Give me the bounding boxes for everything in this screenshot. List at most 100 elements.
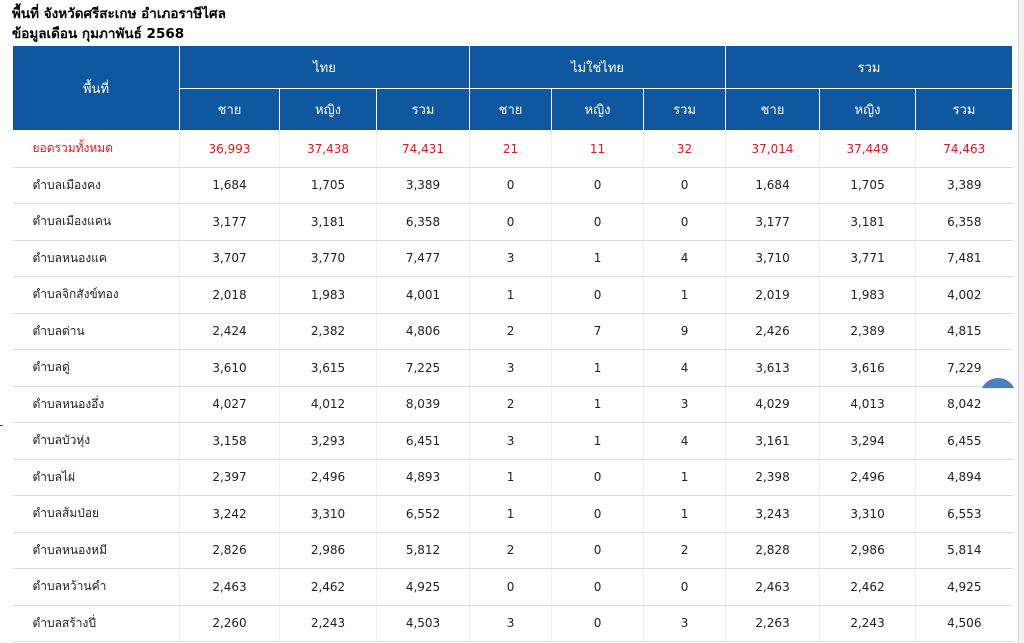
table-row: ตำบลหนองหมี 2,826 2,986 5,812 2 0 2 2,828 2,986 5… xyxy=(12,532,1013,569)
value-cell: 9 xyxy=(643,313,726,350)
value-cell: 1 xyxy=(551,349,644,387)
value-cell: 2,462 xyxy=(819,568,916,606)
value-cell: 2,496 xyxy=(819,459,916,496)
value-cell: 1 xyxy=(551,422,644,460)
table-row: ตำบลส้มป่อย 3,242 3,310 6,552 1 0 1 3,243 3,310 6… xyxy=(12,495,1013,533)
value-cell: 6,455 xyxy=(915,422,1013,460)
value-cell: 4,002 xyxy=(915,276,1013,314)
value-cell: 4,012 xyxy=(279,386,377,423)
value-cell: 74,431 xyxy=(375,130,470,168)
value-cell: 2,828 xyxy=(725,532,820,569)
value-cell: 1,705 xyxy=(819,167,916,204)
value-cell: 1 xyxy=(469,459,552,496)
value-cell: 4,013 xyxy=(819,386,916,423)
area-name-cell: ตำบลไผ่ xyxy=(12,459,180,496)
value-cell: 32 xyxy=(643,130,726,168)
value-cell: 4 xyxy=(643,240,726,277)
value-cell: 11 xyxy=(551,130,644,168)
value-cell: 3,181 xyxy=(819,203,916,241)
value-cell: 2 xyxy=(469,386,552,423)
table-row: ตำบลหว้านคำ 2,463 2,462 4,925 0 0 0 2,463 2,462 4… xyxy=(12,568,1013,606)
value-cell: 7 xyxy=(551,313,644,350)
value-cell: 2,426 xyxy=(725,313,820,350)
area-name-cell: ตำบลเมืองแคน xyxy=(12,203,180,241)
group-header-non-thai: ไม่ใช่ไทย xyxy=(469,45,727,89)
value-cell: 0 xyxy=(551,167,644,204)
value-cell: 6,552 xyxy=(375,495,470,533)
value-cell: 4 xyxy=(643,422,726,460)
value-cell: 0 xyxy=(469,167,552,204)
value-cell: 1,983 xyxy=(819,276,916,314)
value-cell: 37,014 xyxy=(725,130,820,168)
table-row: ตำบลจิกสังข์ทอง 2,018 1,983 4,001 1 0 1 2,019 1,… xyxy=(12,276,1013,314)
area-name-cell: ตำบลส้มป่อย xyxy=(12,495,180,533)
subheader-thai-female: หญิง xyxy=(279,88,377,131)
value-cell: 2,397 xyxy=(179,459,280,496)
value-cell: 4,001 xyxy=(375,276,470,314)
value-cell: 3,389 xyxy=(375,167,470,204)
table-row: ตำบลไผ่ 2,397 2,496 4,893 1 0 1 2,398 2,496 4,894 xyxy=(12,459,1013,496)
value-cell: 0 xyxy=(643,203,726,241)
value-cell: 3,771 xyxy=(819,240,916,277)
value-cell: 3,770 xyxy=(279,240,377,277)
area-name-cell: ตำบลหนองหมี xyxy=(12,532,180,569)
value-cell: 5,812 xyxy=(375,532,470,569)
value-cell: 1,983 xyxy=(279,276,377,314)
value-cell: 37,449 xyxy=(819,130,916,168)
value-cell: 4 xyxy=(643,349,726,387)
value-cell: 1 xyxy=(643,495,726,533)
area-column-header: พื้นที่ xyxy=(12,45,180,131)
value-cell: 2,260 xyxy=(179,605,280,642)
total-row: ยอดรวมทั้งหมด 36,993 37,438 74,431 21 11 32 37,… xyxy=(12,130,1013,168)
value-cell: 74,463 xyxy=(915,130,1013,168)
left-edge-tick xyxy=(0,425,3,426)
value-cell: 1 xyxy=(469,495,552,533)
value-cell: 2,826 xyxy=(179,532,280,569)
value-cell: 3,158 xyxy=(179,422,280,460)
value-cell: 0 xyxy=(469,568,552,606)
value-cell: 1 xyxy=(643,276,726,314)
value-cell: 2,424 xyxy=(179,313,280,350)
value-cell: 2,018 xyxy=(179,276,280,314)
area-name-cell: ตำบลสร้างปี่ xyxy=(12,605,180,642)
value-cell: 3,181 xyxy=(279,203,377,241)
value-cell: 4,806 xyxy=(375,313,470,350)
scroll-to-top-button[interactable] xyxy=(980,378,1016,389)
area-name-cell: ตำบลจิกสังข์ทอง xyxy=(12,276,180,314)
area-name-cell: ตำบลเมืองคง xyxy=(12,167,180,204)
value-cell: 3 xyxy=(469,240,552,277)
value-cell: 3 xyxy=(469,422,552,460)
value-cell: 7,225 xyxy=(375,349,470,387)
value-cell: 2,398 xyxy=(725,459,820,496)
subheader-thai-total: รวม xyxy=(375,88,471,131)
area-name-cell: ตำบลหนองอึ่ง xyxy=(12,386,180,423)
value-cell: 1 xyxy=(551,240,644,277)
value-cell: 3,610 xyxy=(179,349,280,387)
value-cell: 4,027 xyxy=(179,386,280,423)
value-cell: 6,358 xyxy=(915,203,1013,241)
table-row: ตำบลบัวหุ่ง 3,158 3,293 6,451 3 1 4 3,161 3,294 6… xyxy=(12,422,1013,460)
value-cell: 2,986 xyxy=(819,532,916,569)
value-cell: 36,993 xyxy=(179,130,280,168)
value-cell: 0 xyxy=(551,459,644,496)
value-cell: 21 xyxy=(469,130,552,168)
subheader-all-total: รวม xyxy=(915,88,1014,131)
value-cell: 2,243 xyxy=(279,605,377,642)
table-row: ตำบลสร้างปี่ 2,260 2,243 4,503 3 0 3 2,263 2,243… xyxy=(12,605,1013,642)
value-cell: 0 xyxy=(551,532,644,569)
scrollbar-track[interactable] xyxy=(1018,0,1024,643)
value-cell: 3,177 xyxy=(725,203,820,241)
table-row: ตำบลหนองแค 3,707 3,770 7,477 3 1 4 3,710 3,771 7,… xyxy=(12,240,1013,277)
value-cell: 6,451 xyxy=(375,422,470,460)
value-cell: 3,310 xyxy=(819,495,916,533)
area-name-cell: ตำบลด่าน xyxy=(12,313,180,350)
subheader-nonthai-female: หญิง xyxy=(551,88,645,131)
value-cell: 0 xyxy=(551,276,644,314)
value-cell: 1 xyxy=(551,386,644,423)
table-row: ตำบลเมืองแคน 3,177 3,181 6,358 0 0 0 3,177 3,181… xyxy=(12,203,1013,241)
area-name-cell: ตำบลดู่ xyxy=(12,349,180,387)
area-name-cell: ตำบลบัวหุ่ง xyxy=(12,422,180,460)
value-cell: 7,477 xyxy=(375,240,470,277)
value-cell: 4,815 xyxy=(915,313,1013,350)
